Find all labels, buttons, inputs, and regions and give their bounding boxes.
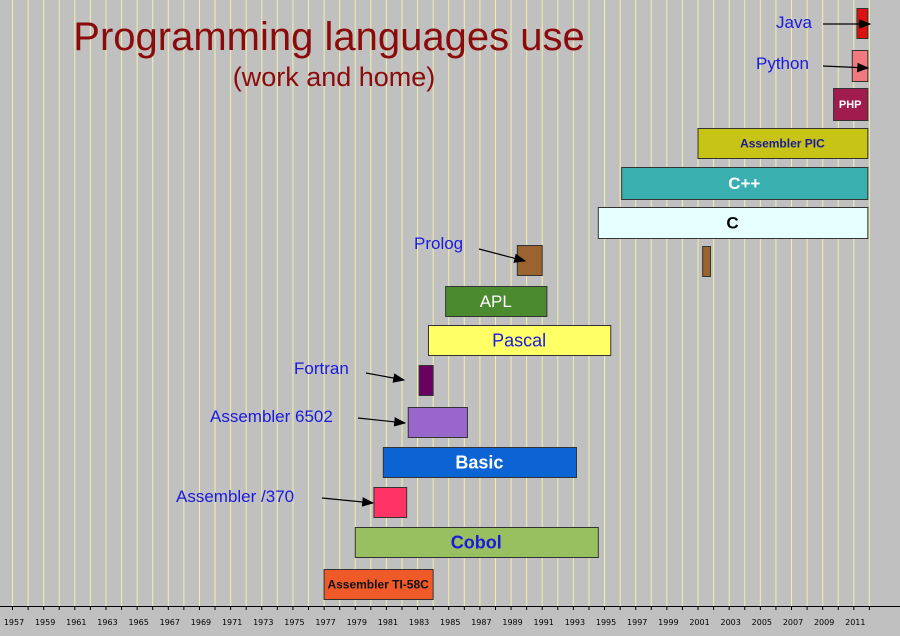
callout-label-java: Java <box>776 13 812 32</box>
bar-label-cobol: Cobol <box>451 532 502 552</box>
bar-cobol <box>354 527 599 558</box>
x-tick-label: 1993 <box>565 618 585 627</box>
bar-label-php: PHP <box>839 99 862 111</box>
bar-basic <box>382 447 577 478</box>
x-tick-label: 1959 <box>35 618 55 627</box>
x-tick-label: 1969 <box>191 618 211 627</box>
x-tick-label: 2007 <box>783 618 803 627</box>
x-tick-label: 1999 <box>658 618 678 627</box>
x-tick-label: 1963 <box>97 618 117 627</box>
bar-label-apl: APL <box>480 292 512 311</box>
x-tick-label: 1971 <box>222 618 242 627</box>
x-tick-label: 1973 <box>253 618 273 627</box>
x-tick-label: 2003 <box>721 618 741 627</box>
x-tick-label: 2005 <box>752 618 772 627</box>
x-tick-label: 1967 <box>160 618 180 627</box>
bar-c <box>597 207 869 239</box>
bar-label-assembler-pic: Assembler PIC <box>740 136 825 150</box>
x-tick-label: 1989 <box>502 618 522 627</box>
bar-assembler-370 <box>373 487 408 518</box>
bar-assembler-6502 <box>407 407 468 438</box>
callout-arrow-assembler-370 <box>321 497 375 507</box>
bar-label-c: C++ <box>728 174 760 193</box>
bar-unlabeled-6 <box>702 246 711 277</box>
callout-arrow-fortran <box>365 372 406 383</box>
x-tick-label: 1961 <box>66 618 86 627</box>
callout-label-prolog: Prolog <box>414 234 463 253</box>
x-tick-label: 2009 <box>814 618 834 627</box>
bar-label-basic: Basic <box>455 452 503 472</box>
x-tick-label: 1987 <box>471 618 491 627</box>
bar-fortran <box>418 365 434 396</box>
bar-c <box>621 167 869 200</box>
callout-arrow-python <box>822 62 870 73</box>
chart-subtitle: (work and home) <box>232 62 436 92</box>
x-tick-label: 1981 <box>378 618 398 627</box>
x-tick-label: 1995 <box>596 618 616 627</box>
bar-label-c: C <box>726 214 738 233</box>
x-tick-label: 1977 <box>315 618 335 627</box>
x-tick-label: 1975 <box>284 618 304 627</box>
x-tick-label: 2001 <box>689 618 709 627</box>
bar-php <box>833 88 869 121</box>
x-tick-label: 1965 <box>128 618 148 627</box>
bar-assembler-pic <box>697 128 869 159</box>
bar-python <box>851 50 869 82</box>
callout-label-fortran: Fortran <box>294 359 349 378</box>
callout-label-assembler-370: Assembler /370 <box>176 487 294 506</box>
x-tick-label: 1957 <box>4 618 24 627</box>
x-tick-label: 2011 <box>845 618 865 627</box>
callout-label-assembler-6502: Assembler 6502 <box>210 407 333 426</box>
callout-arrow-prolog <box>478 248 527 263</box>
callout-label-python: Python <box>756 54 809 73</box>
chart-title: Programming languages use <box>73 15 585 59</box>
x-tick-label: 1985 <box>440 618 460 627</box>
callout-arrow-assembler-6502 <box>357 417 407 427</box>
bar-assembler-ti-58c <box>323 569 434 600</box>
x-tick-label: 1997 <box>627 618 647 627</box>
bar-apl <box>445 286 548 317</box>
bar-label-pascal: Pascal <box>492 330 546 350</box>
x-tick-label: 1991 <box>534 618 554 627</box>
x-tick-label: 1979 <box>347 618 367 627</box>
bar-pascal <box>427 325 612 356</box>
year-gridlines <box>12 0 870 606</box>
x-tick-label: 1983 <box>409 618 429 627</box>
bar-label-assembler-ti-58c: Assembler TI-58C <box>327 577 429 591</box>
